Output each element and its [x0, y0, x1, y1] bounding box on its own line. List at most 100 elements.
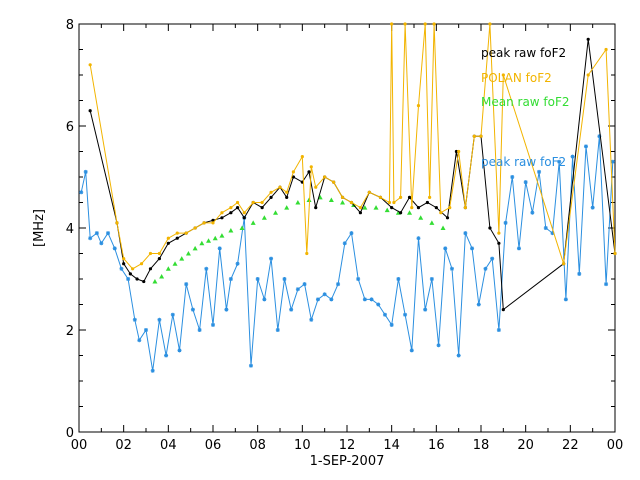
data-point: [242, 216, 246, 220]
data-point: [251, 200, 255, 205]
data-point: [131, 267, 135, 271]
y-tick-label: 8: [66, 18, 74, 33]
data-point: [291, 170, 295, 174]
series-2: [152, 194, 446, 284]
data-point: [470, 246, 475, 251]
data-point: [329, 297, 334, 302]
data-point: [144, 328, 148, 332]
data-point: [336, 282, 341, 287]
data-point: [219, 233, 225, 238]
data-point: [440, 225, 446, 230]
data-point: [590, 205, 595, 210]
series-line: [80, 136, 614, 371]
data-point: [376, 302, 381, 307]
data-point: [423, 22, 427, 26]
data-point: [150, 368, 155, 373]
data-point: [275, 328, 280, 332]
data-point: [262, 297, 267, 302]
data-point: [418, 215, 424, 220]
data-point: [106, 231, 111, 236]
data-point: [217, 246, 222, 251]
x-tick-label: 04: [160, 438, 177, 453]
data-point: [523, 180, 528, 185]
data-point: [164, 353, 169, 358]
data-point: [483, 266, 488, 271]
data-point: [206, 238, 212, 243]
data-point: [295, 200, 301, 205]
data-point: [557, 159, 562, 164]
data-point: [122, 262, 126, 266]
data-point: [278, 185, 282, 189]
data-point: [543, 226, 548, 230]
data-point: [382, 312, 387, 317]
x-tick-label: 22: [562, 438, 579, 453]
plot-frame: [78, 23, 616, 433]
data-point: [172, 261, 178, 266]
data-point: [356, 277, 361, 281]
data-point: [407, 195, 412, 199]
data-point: [306, 197, 312, 202]
data-point: [282, 277, 287, 281]
data-point: [228, 228, 234, 233]
x-tick-label: 18: [473, 438, 490, 453]
data-point: [166, 241, 170, 245]
data-point: [165, 266, 171, 271]
data-point: [177, 348, 182, 353]
data-point: [204, 266, 209, 271]
data-point: [211, 322, 215, 327]
data-point: [488, 22, 492, 26]
data-point: [261, 215, 267, 220]
legend-entry: POLAN foF2: [481, 71, 552, 85]
data-point: [229, 211, 233, 215]
data-point: [88, 63, 92, 67]
x-tick-label: 00: [71, 438, 88, 453]
data-point: [128, 272, 132, 276]
data-point: [457, 149, 461, 154]
y-tick-label: 4: [66, 222, 74, 237]
data-point: [448, 206, 452, 210]
data-point: [537, 169, 542, 174]
data-point: [289, 307, 294, 312]
data-point: [384, 207, 390, 213]
data-point: [250, 220, 256, 225]
data-point: [389, 322, 394, 327]
data-point: [445, 216, 450, 220]
x-tick-label: 08: [249, 438, 266, 453]
x-axis: 00 02 04 06 08 10 12 14 16 18 20 22 00: [71, 24, 623, 453]
data-point: [586, 73, 590, 77]
data-point: [362, 297, 367, 302]
data-point: [211, 221, 215, 225]
data-point: [152, 279, 158, 284]
data-point: [135, 277, 139, 281]
data-point: [255, 277, 260, 281]
y-tick-label: 6: [66, 120, 74, 135]
data-point: [305, 251, 309, 256]
x-tick-label: 14: [383, 438, 400, 453]
data-point: [610, 159, 615, 164]
data-point: [239, 225, 245, 230]
data-point: [88, 236, 93, 241]
data-point: [332, 180, 336, 184]
legend: peak raw foF2 POLAN foF2 Mean raw foF2 peak…: [481, 46, 570, 169]
data-point: [501, 308, 505, 312]
data-point: [443, 246, 448, 251]
data-point: [463, 206, 467, 210]
y-tick-label: 2: [66, 324, 74, 339]
data-point: [197, 328, 202, 332]
data-point: [242, 211, 246, 215]
data-point: [432, 22, 436, 26]
data-point: [342, 241, 347, 246]
data-point: [429, 220, 435, 225]
data-point: [269, 190, 273, 194]
data-point: [273, 210, 279, 215]
data-point: [99, 241, 104, 246]
data-point: [416, 206, 421, 210]
data-point: [302, 282, 307, 287]
data-point: [410, 206, 414, 210]
data-point: [184, 231, 188, 235]
x-tick-label: 12: [339, 438, 356, 453]
data-point: [314, 185, 318, 189]
data-point: [369, 297, 374, 302]
data-point: [175, 236, 179, 240]
data-point: [577, 271, 582, 276]
